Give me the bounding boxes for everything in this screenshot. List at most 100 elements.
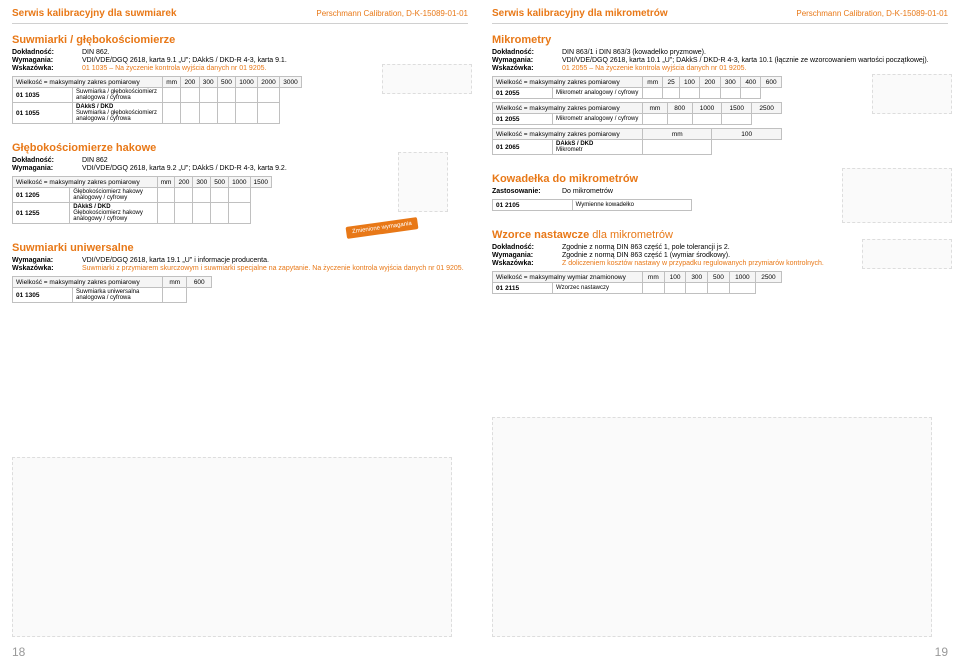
table-header-cell: mm [163,277,187,288]
table-header-cell: mm [643,272,665,283]
desc-cell: DAkkS / DKDMikrometr [553,140,643,155]
desc-cell: Wymienne kowadełko [572,200,691,211]
table-row: 01 2115Wzorzec nastawczy [493,283,782,294]
spec-row: Wymagania:VDI/VDE/DGQ 2618, karta 19.1 „… [12,257,468,264]
spec-label: Dokładność: [12,157,82,164]
desc-cell: Suwmiarka uniwersalna analogowa / cyfrow… [73,288,163,303]
spec-row: Wskazówka:01 2055 – Na życzenie kontrola… [492,65,948,72]
value-cell [258,103,280,124]
code-cell: 01 1205 [13,188,70,203]
table-header-cell: 100 [679,77,699,88]
spec-label: Dokładność: [492,49,562,56]
table-row: 01 1055DAkkS / DKDSuwmiarka / głębokości… [13,103,302,124]
standard-image [862,239,952,269]
desc-cell: Suwmiarka / głębokościomierz analogowa /… [73,88,163,103]
spec-value: DIN 863/1 i DIN 863/3 (kowadelko pryzmow… [562,49,948,56]
value-cell [643,88,663,99]
table-micrometers-1: Wielkość = maksymalny zakres pomiarowymm… [492,76,782,99]
value-cell [236,103,258,124]
table-row: 01 1255DAkkS / DKDGłębokościomierz hakow… [13,203,272,224]
spec-label: Wskazówka: [492,65,562,72]
page-left: Serwis kalibracyjny dla suwmiarek Persch… [0,0,480,667]
table-header-cell: 200 [175,177,193,188]
table-row: 01 1205Głębokościomierz hakowy analogowy… [13,188,272,203]
spec-label: Dokładność: [492,244,562,251]
desc-cell: Mikrometr analogowy / cyfrowy [553,88,643,99]
table-header-row: Wielkość = maksymalny zakres pomiarowymm… [13,177,272,188]
section-title: Suwmiarki / głębokościomierze [12,34,468,46]
table-row: 01 1305Suwmiarka uniwersalna analogowa /… [13,288,212,303]
table-header-cell: 800 [667,103,692,114]
section-title: Suwmiarki uniwersalne [12,242,468,254]
desc-cell: Mikrometr analogowy / cyfrowy [553,114,643,125]
code-cell: 01 1255 [13,203,70,224]
spec-value: VDI/VDE/DGQ 2618, karta 9.1 „U"; DAkkS /… [82,57,468,64]
spec-row: Dokładność:DIN 862. [12,49,468,56]
table-header-cell: 1000 [692,103,722,114]
spec-label: Wskazówka: [492,260,562,267]
table-anvils: 01 2105Wymienne kowadełko [492,199,692,211]
value-cell [163,88,181,103]
header-title: Serwis kalibracyjny dla mikrometrów [492,8,668,19]
table-header-cell: mm [643,77,663,88]
spec-label: Wymagania: [12,165,82,172]
table-row: 01 2055Mikrometr analogowy / cyfrowy [493,114,782,125]
table-row: 01 2055Mikrometr analogowy / cyfrowy [493,88,782,99]
depth-gauge-image [398,152,448,212]
table-header-cell: Wielkość = maksymalny zakres pomiarowy [493,129,643,140]
value-cell [667,114,692,125]
table-header-cell: 500 [708,272,730,283]
section-setting-standards: Wzorce nastawcze dla mikrometrów Dokładn… [492,229,948,294]
value-cell [211,188,229,203]
desc-cell: Głębokościomierz hakowy analogowy / cyfr… [70,188,157,203]
table-header-cell: 100 [664,272,686,283]
value-cell [229,188,250,203]
table-header-row: Wielkość = maksymalny zakres pomiarowymm… [493,103,782,114]
table-header-cell: 100 [712,129,782,140]
large-micrometer-image [492,417,932,637]
table-header-cell: 1000 [729,272,755,283]
table-header-cell: 2500 [752,103,782,114]
value-cell [175,203,193,224]
table-standards: Wielkość = maksymalny wymiar znamionowym… [492,271,782,294]
value-cell [157,188,175,203]
value-cell [193,203,211,224]
table-header-cell: 300 [199,77,217,88]
value-cell [686,283,708,294]
spec-row: Dokładność:DIN 863/1 i DIN 863/3 (kowade… [492,49,948,56]
value-cell [722,114,752,125]
value-cell [211,203,229,224]
table-header-cell: mm [643,103,668,114]
table-micrometers-2: Wielkość = maksymalny zakres pomiarowymm… [492,102,782,125]
large-caliper-image [12,457,452,637]
desc-cell: DAkkS / DKDSuwmiarka / głębokościomierz … [73,103,163,124]
table-header-cell: 600 [187,277,212,288]
table-header-cell: 1000 [236,77,258,88]
table-header-cell: Wielkość = maksymalny zakres pomiarowy [13,177,158,188]
value-cell [181,88,199,103]
value-cell [258,88,280,103]
code-cell: 01 2115 [493,283,553,294]
table-header-cell: 200 [181,77,199,88]
table-header-cell: 1500 [722,103,752,114]
table-calipers: Wielkość = maksymalny zakres pomiarowymm… [12,76,302,124]
table-row: 01 1035Suwmiarka / głębokościomierz anal… [13,88,302,103]
caliper-image [382,64,472,94]
section-calipers: Suwmiarki / głębokościomierze Dokładność… [12,34,468,124]
value-cell [729,283,755,294]
table-header-cell: 400 [741,77,761,88]
header-accreditation: Perschmann Calibration, D-K-15089-01-01 [796,9,948,18]
table-header-cell: 300 [720,77,740,88]
table-header-cell: 200 [700,77,720,88]
code-cell: 01 2055 [493,114,553,125]
page-number: 18 [12,645,25,659]
value-cell [708,283,730,294]
table-header-cell: 2000 [258,77,280,88]
table-header-row: Wielkość = maksymalny zakres pomiarowymm… [493,129,782,140]
table-header-cell: 3000 [279,77,301,88]
section-anvils: Kowadełka do mikrometrów Zastosowanie:Do… [492,173,948,211]
table-header-row: Wielkość = maksymalny wymiar znamionowym… [493,272,782,283]
page-number: 19 [935,645,948,659]
table-header-cell: 500 [217,77,235,88]
spec-value: VDI/VDE/DGQ 2618, karta 19.1 „U" i infor… [82,257,468,264]
